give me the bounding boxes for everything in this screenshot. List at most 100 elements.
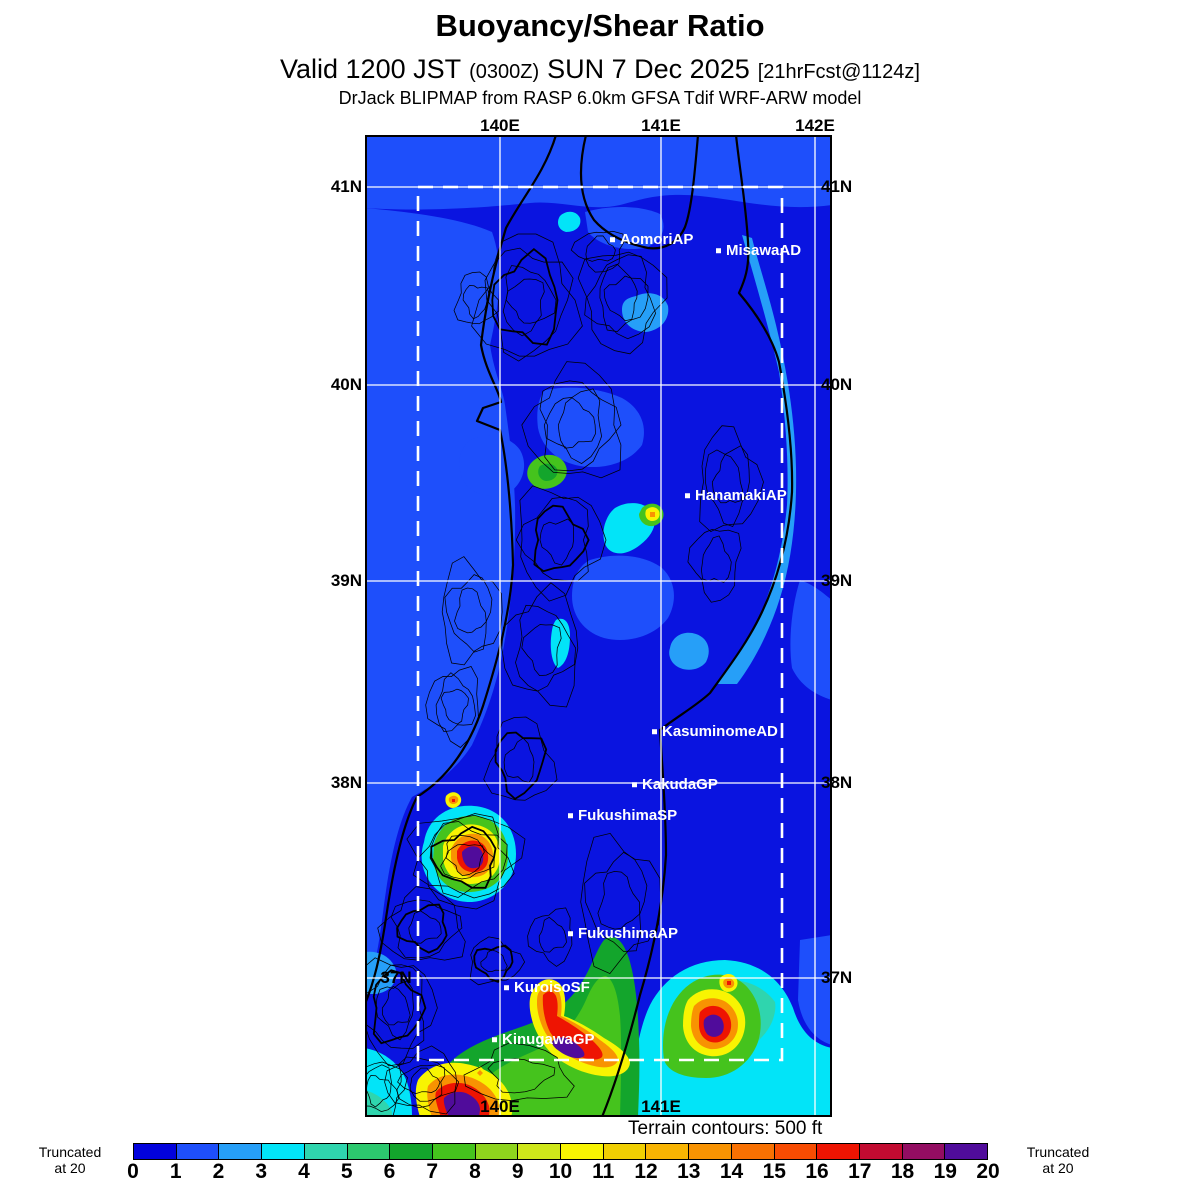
colorbar-segment-7: [432, 1144, 476, 1159]
axis-right-37n: 37N: [821, 968, 853, 987]
colorbar-segment-19: [945, 1144, 988, 1159]
colorbar-tick-18: 18: [890, 1160, 915, 1183]
station-dot: [716, 247, 721, 253]
colorbar-segment-12: [646, 1144, 690, 1159]
colorbar-tick-6: 6: [383, 1160, 396, 1183]
station-dot: [632, 781, 637, 787]
truncated-label-right: Truncated at 20: [1027, 1144, 1090, 1176]
axis-left-39n: 39N: [330, 571, 362, 590]
station-dot: [504, 984, 509, 990]
colorbar-tick-3: 3: [255, 1160, 268, 1183]
colorbar-ticks: 0 1 2 3 4 5 6 7 8 9 10 11 12 13 14 15 16 17 18 19 20: [127, 1160, 1000, 1188]
terrain-contours: [365, 230, 764, 1117]
station-kasuminomead: KasuminomeAD: [652, 722, 778, 740]
colorbar-segment-4: [304, 1144, 348, 1159]
colorbar-segment-11: [603, 1144, 647, 1159]
colorbar-segment-8: [475, 1144, 519, 1159]
colorbar-segment-6: [390, 1144, 433, 1159]
station-hanamakiap: HanamakiAP: [685, 486, 787, 504]
colorbar-tick-10: 10: [548, 1160, 573, 1183]
station-dot: [568, 930, 573, 936]
axis-right-40n: 40N: [821, 375, 853, 394]
valid-date: SUN 7 Dec 2025: [547, 54, 750, 84]
colorbar-tick-16: 16: [805, 1160, 829, 1183]
colorbar-tick-5: 5: [340, 1160, 353, 1183]
station-dot: [492, 1036, 497, 1042]
valid-zulu: (0300Z): [469, 61, 540, 83]
colorbar-tick-4: 4: [298, 1160, 310, 1183]
axis-inner-37n: 37N: [380, 968, 412, 987]
station-kakudagp: KakudaGP: [632, 775, 718, 793]
truncated-label-left: Truncated at 20: [39, 1144, 102, 1176]
colorbar-tick-9: 9: [511, 1160, 524, 1183]
colorbar-segment-16: [817, 1144, 860, 1159]
colorbar-tick-11: 11: [592, 1160, 615, 1183]
station-aomoriap: AomoriAP: [610, 230, 693, 248]
colorbar-tick-14: 14: [719, 1160, 744, 1183]
axis-bottom-141e: 141E: [641, 1097, 681, 1116]
colorbar-segment-10: [561, 1144, 604, 1159]
colorbar-tick-7: 7: [426, 1160, 439, 1183]
colorbar: [133, 1143, 988, 1160]
truncated-line1: Truncated: [38, 1144, 102, 1160]
model-line: DrJack BLIPMAP from RASP 6.0km GFSA Tdif…: [338, 88, 862, 108]
axis-left-41n: 41N: [330, 177, 362, 196]
forecast-map: [365, 135, 832, 1117]
axis-bottom-140e: 140E: [480, 1097, 520, 1116]
colorbar-segment-3: [262, 1144, 305, 1159]
axis-top-140e: 140E: [480, 116, 520, 135]
inner-domain-box: [416, 185, 784, 1062]
station-fukushimaap: FukushimaAP: [568, 924, 678, 942]
station-kinugawagp: KinugawaGP: [492, 1030, 595, 1048]
station-dot: [610, 236, 615, 242]
colorbar-tick-17: 17: [848, 1160, 872, 1183]
colorbar-segment-14: [731, 1144, 775, 1159]
hotspot-small-diamond: [473, 1066, 487, 1080]
station-fukushimasp: FukushimaSP: [568, 806, 677, 824]
colorbar-segment-2: [219, 1144, 263, 1159]
colorbar-tick-1: 1: [169, 1160, 182, 1183]
station-dot: [652, 728, 657, 734]
axis-right-38n: 38N: [821, 773, 853, 792]
colorbar-tick-13: 13: [677, 1160, 701, 1183]
colorbar-segment-9: [518, 1144, 562, 1159]
axis-top-142e: 142E: [795, 116, 835, 135]
hotspot-east: [683, 974, 746, 1057]
truncated-line1: Truncated: [1026, 1144, 1090, 1160]
colorbar-segment-15: [774, 1144, 818, 1159]
colorbar-tick-19: 19: [933, 1160, 957, 1183]
station-misawaad: MisawaAD: [716, 241, 801, 259]
axis-top-141e: 141E: [641, 116, 681, 135]
colorbar-tick-8: 8: [469, 1160, 481, 1183]
axis-right-39n: 39N: [821, 571, 853, 590]
valid-line: Valid 1200 JST (0300Z) SUN 7 Dec 2025 [21hr…: [0, 54, 1200, 85]
station-kuroisosf: KuroisoSF: [504, 978, 590, 996]
colorbar-segment-17: [859, 1144, 903, 1159]
colorbar-segment-1: [176, 1144, 220, 1159]
colorbar-segment-18: [902, 1144, 946, 1159]
truncated-line2: at 20: [1042, 1160, 1074, 1176]
valid-prefix: Valid 1200 JST: [280, 54, 462, 84]
medium-blue-regions: [365, 135, 832, 1045]
colorbar-tick-0: 0: [127, 1160, 139, 1183]
colorbar-tick-20: 20: [976, 1160, 1000, 1183]
colorbar-tick-12: 12: [634, 1160, 658, 1183]
station-dot: [568, 812, 573, 818]
station-dot: [685, 492, 690, 498]
hotspot-kinugawa: [529, 979, 630, 1077]
colorbar-segment-5: [347, 1144, 391, 1159]
colorbar-segment-13: [689, 1144, 732, 1159]
terrain-note: Terrain contours: 500 ft: [628, 1118, 823, 1139]
colorbar-tick-2: 2: [212, 1160, 225, 1183]
map-canvas: [365, 135, 832, 1117]
page-title: Buoyancy/Shear Ratio: [435, 8, 765, 43]
colorbar-segment-0: [134, 1144, 177, 1159]
valid-fcst: [21hrFcst@1124z]: [757, 61, 920, 83]
map-border: [365, 135, 832, 1117]
axis-left-38n: 38N: [330, 773, 362, 792]
axis-left-40n: 40N: [330, 375, 362, 394]
axis-right-41n: 41N: [821, 177, 853, 196]
colorbar-tick-15: 15: [762, 1160, 786, 1183]
truncated-line2: at 20: [54, 1160, 86, 1176]
